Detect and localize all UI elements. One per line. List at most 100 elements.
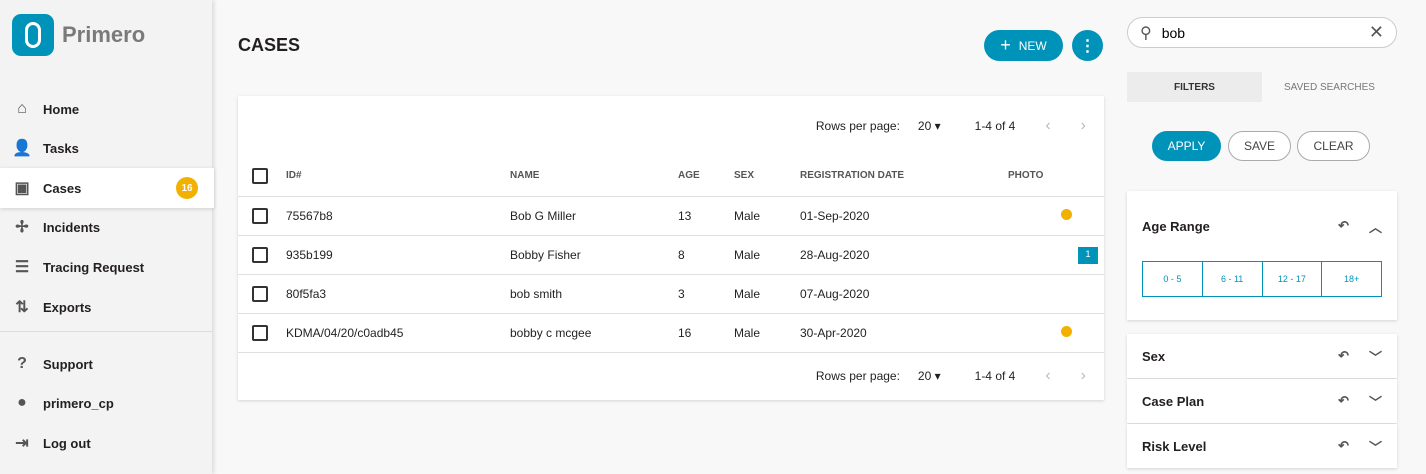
- pagination-bottom: Rows per page: 20 ▾ 1-4 of 4 ‹ ›: [816, 356, 1104, 396]
- sidebar-item-incidents[interactable]: ✢ Incidents: [0, 207, 212, 247]
- undo-icon[interactable]: ↶: [1338, 393, 1349, 408]
- help-icon: ?: [17, 355, 27, 372]
- case-age: 16: [678, 313, 734, 353]
- sidebar-item-label: Log out: [43, 435, 91, 451]
- table-row[interactable]: 935b199 Bobby Fisher 8 Male 28-Aug-2020 …: [238, 235, 1104, 275]
- undo-icon[interactable]: ↶: [1338, 218, 1349, 233]
- age-range-option[interactable]: 12 - 17: [1263, 262, 1323, 296]
- sidebar-item-label: Home: [43, 101, 80, 117]
- row-checkbox[interactable]: [252, 285, 268, 302]
- row-checkbox[interactable]: [252, 246, 268, 263]
- flag-dot-icon: [1061, 208, 1072, 220]
- column-header[interactable]: REGISTRATION DATE: [800, 156, 1008, 197]
- undo-icon[interactable]: ↶: [1338, 438, 1349, 453]
- logo-icon: [12, 14, 54, 56]
- logout-icon: ⇥: [15, 435, 29, 452]
- column-header[interactable]: NAME: [510, 156, 678, 197]
- page-range: 1-4 of 4: [974, 369, 1016, 383]
- case-id: 80f5fa3: [286, 274, 510, 314]
- new-case-button[interactable]: + NEW: [984, 30, 1063, 61]
- column-header[interactable]: AGE: [678, 156, 734, 197]
- table-row[interactable]: KDMA/04/20/c0adb45 bobby c mcgee 16 Male…: [238, 313, 1104, 353]
- next-page-button[interactable]: ›: [1080, 117, 1086, 134]
- sidebar-item-label: primero_cp: [43, 395, 114, 411]
- table-row[interactable]: 75567b8 Bob G Miller 13 Male 01-Sep-2020: [238, 196, 1104, 236]
- sidebar-item-tasks[interactable]: 👤 Tasks: [0, 128, 212, 168]
- sidebar-item-log-out[interactable]: ⇥ Log out: [0, 423, 212, 463]
- sidebar-item-label: Incidents: [43, 219, 101, 235]
- case-age: 3: [678, 274, 734, 314]
- age-range-option[interactable]: 0 - 5: [1143, 262, 1203, 296]
- case-name: bobby c mcgee: [510, 313, 678, 353]
- filter-title: Sex: [1142, 348, 1166, 364]
- cases-table: ID# NAME AGE SEX REGISTRATION DATE PHOTO 7556…: [238, 156, 1104, 353]
- filter-title: Case Plan: [1142, 393, 1205, 409]
- age-range-option[interactable]: 18+: [1343, 274, 1360, 284]
- new-label: NEW: [1018, 38, 1047, 53]
- more-actions-button[interactable]: ⋮: [1072, 30, 1103, 61]
- filter-case-plan[interactable]: Case Plan ↶ ﹀: [1127, 379, 1397, 423]
- filter-title: Age Range: [1142, 218, 1210, 234]
- sidebar-item-label: Tasks: [43, 140, 79, 156]
- column-header[interactable]: ID#: [286, 156, 510, 197]
- sidebar-item-exports[interactable]: ⇅ Exports: [0, 287, 212, 327]
- case-age: 8: [678, 235, 734, 275]
- page-range: 1-4 of 4: [974, 119, 1016, 133]
- clear-button[interactable]: CLEAR: [1297, 131, 1370, 161]
- sidebar-item-support[interactable]: ? Support: [0, 344, 212, 384]
- table-row[interactable]: 80f5fa3 bob smith 3 Male 07-Aug-2020: [238, 274, 1104, 314]
- filter-title: Risk Level: [1142, 438, 1207, 454]
- apply-button[interactable]: APPLY: [1152, 131, 1221, 161]
- clear-search-icon[interactable]: ✕: [1368, 22, 1384, 42]
- search-input[interactable]: [1161, 24, 1369, 41]
- chevron-down-icon[interactable]: ﹀: [1368, 349, 1382, 365]
- rows-per-page-select[interactable]: 20 ▾: [917, 119, 941, 133]
- age-range-option[interactable]: 6 - 11: [1203, 262, 1263, 296]
- case-sex: Male: [734, 196, 800, 236]
- filter-risk-level[interactable]: Risk Level ↶ ﹀: [1127, 424, 1397, 468]
- chevron-up-icon[interactable]: ︿: [1368, 219, 1382, 235]
- undo-icon[interactable]: ↶: [1338, 348, 1349, 363]
- select-all-checkbox[interactable]: [252, 167, 268, 184]
- case-sex: Male: [734, 313, 800, 353]
- rows-per-page-select[interactable]: 20 ▾: [917, 369, 941, 383]
- search-icon: ⚲: [1140, 24, 1152, 42]
- flag-dot-icon: [1061, 325, 1072, 337]
- next-page-button[interactable]: ›: [1080, 367, 1086, 384]
- chevron-down-icon[interactable]: ﹀: [1368, 439, 1382, 455]
- rows-per-page-label: Rows per page:: [815, 369, 900, 383]
- column-header[interactable]: SEX: [734, 156, 800, 197]
- row-checkbox[interactable]: [252, 207, 268, 224]
- primero-logo[interactable]: Primero: [12, 14, 145, 56]
- row-checkbox[interactable]: [252, 324, 268, 341]
- page-title: CASES: [238, 35, 301, 55]
- sidebar-item-home[interactable]: ⌂ Home: [0, 89, 212, 129]
- sidebar-item-tracing-request[interactable]: ☰ Tracing Request: [0, 247, 212, 287]
- case-id: 935b199: [286, 235, 510, 275]
- prev-page-button[interactable]: ‹: [1045, 367, 1051, 384]
- registration-date: 01-Sep-2020: [800, 196, 1008, 236]
- account-icon: ●: [17, 394, 27, 411]
- registration-date: 07-Aug-2020: [800, 274, 1008, 314]
- tracing-request-icon: ☰: [14, 259, 30, 276]
- plus-icon: +: [1000, 35, 1011, 55]
- sidebar-item-primero-cp[interactable]: ● primero_cp: [0, 383, 212, 423]
- exports-icon: ⇅: [15, 299, 29, 316]
- tab-saved-searches[interactable]: SAVED SEARCHES: [1284, 81, 1375, 93]
- case-age: 13: [678, 196, 734, 236]
- save-button[interactable]: SAVE: [1228, 131, 1291, 161]
- case-sex: Male: [734, 274, 800, 314]
- sidebar-item-label: Cases: [43, 180, 82, 196]
- registration-date: 28-Aug-2020: [800, 235, 1008, 275]
- column-header[interactable]: PHOTO: [1008, 156, 1104, 197]
- chevron-down-icon[interactable]: ﹀: [1368, 394, 1382, 410]
- pagination-top: Rows per page: 20 ▾ 1-4 of 4 ‹ ›: [816, 106, 1104, 146]
- logo-text: Primero: [62, 22, 146, 47]
- prev-page-button[interactable]: ‹: [1045, 117, 1051, 134]
- tasks-icon: 👤: [12, 140, 32, 157]
- filter-sex[interactable]: Sex ↶ ﹀: [1127, 334, 1397, 378]
- search-box: ⚲ ✕: [1127, 17, 1397, 48]
- sidebar-item-cases[interactable]: ▣ Cases 16: [0, 168, 214, 208]
- tab-filters[interactable]: FILTERS: [1127, 72, 1262, 102]
